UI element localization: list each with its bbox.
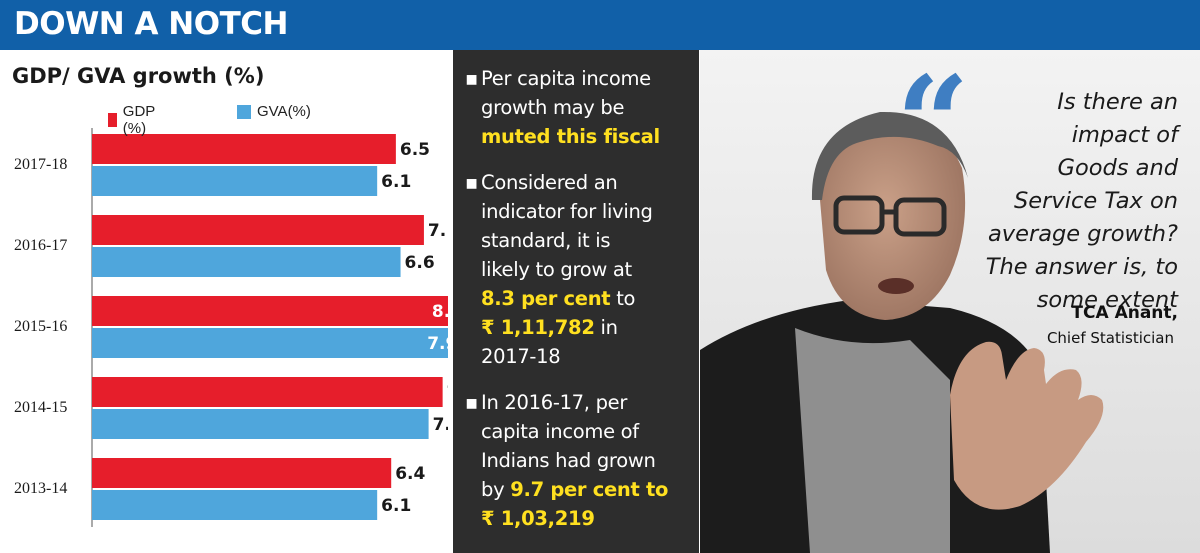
category-label: 2017-18 bbox=[14, 156, 67, 173]
bullet-line: likely to grow at bbox=[481, 258, 632, 281]
bullet-highlight: 8.3 per cent bbox=[481, 287, 611, 310]
bullet-highlight: 9.7 per cent to bbox=[510, 478, 669, 501]
bullet-mark: ▪ bbox=[465, 171, 478, 194]
quote-line: some extent bbox=[1036, 287, 1178, 313]
data-label: 6.5 bbox=[400, 140, 430, 160]
bullet-line: Indians had grown bbox=[481, 449, 656, 472]
bullet-line: Considered an bbox=[481, 171, 618, 194]
bar-chart: 2017-18 6.5 6.1 2016-17 7.1 6.6 2015-16 8.0 7.9 2… bbox=[14, 128, 448, 527]
bullet-highlight: ₹ 1,11,782 bbox=[481, 316, 595, 339]
bar-gdp bbox=[92, 377, 443, 407]
mouth-shape bbox=[878, 278, 914, 294]
quote-line: impact of bbox=[1071, 122, 1178, 148]
speaker-role: Chief Statistician bbox=[1046, 329, 1174, 347]
photo-panel: “ Is there an impact of Goods and Servic… bbox=[700, 50, 1200, 553]
bar-gva bbox=[92, 409, 429, 439]
bar-gdp bbox=[92, 296, 448, 326]
bullet-item: ▪ Per capita income growth may be muted … bbox=[465, 64, 693, 151]
quote-line: Goods and bbox=[1057, 155, 1178, 181]
category-label: 2014-15 bbox=[14, 399, 67, 416]
data-label: 7.9 bbox=[427, 334, 448, 354]
quote-line: average growth? bbox=[988, 221, 1178, 247]
bullet-line: In 2016-17, per bbox=[481, 391, 628, 414]
speaker-name: TCA Anant, bbox=[1071, 303, 1178, 323]
chart-panel: 2017-18 6.5 6.1 2016-17 7.1 6.6 2015-16 8.0 7.9 2… bbox=[0, 50, 448, 553]
data-label: 6.4 bbox=[395, 464, 425, 484]
data-label: 7.2 bbox=[433, 415, 448, 435]
legend-label-gva: GVA(%) bbox=[257, 103, 311, 120]
bullet-line: growth may be bbox=[481, 96, 625, 119]
bullet-line: capita income of bbox=[481, 420, 639, 443]
portrait-photo bbox=[700, 50, 1200, 553]
glasses-left-lens bbox=[833, 195, 885, 235]
legend-label-gdp: GDP (%) bbox=[122, 103, 156, 137]
data-label: 7.5 bbox=[447, 383, 448, 403]
bullet-item: ▪ Considered an indicator for living sta… bbox=[465, 168, 693, 371]
chart-title: GDP/ GVA growth (%) bbox=[12, 64, 265, 88]
bullet-line: standard, it is bbox=[481, 229, 611, 252]
data-label: 8.0 bbox=[432, 302, 448, 322]
bullet-item: ▪ In 2016-17, per capita income of India… bbox=[465, 388, 693, 533]
quote-icon: “ bbox=[896, 50, 970, 199]
bar-gva bbox=[92, 328, 448, 358]
category-label: 2013-14 bbox=[14, 480, 67, 497]
legend-item-gdp: GDP (%) bbox=[108, 103, 160, 137]
legend-item-gva: GVA(%) bbox=[237, 103, 311, 120]
data-label: 6.1 bbox=[381, 496, 411, 516]
legend-swatch-gva bbox=[237, 104, 251, 119]
hair-shape bbox=[811, 111, 968, 200]
quote-text: Is there an impact of Goods and Service … bbox=[978, 86, 1178, 317]
bullet-line: indicator for living bbox=[481, 200, 653, 223]
data-label: 6.1 bbox=[381, 172, 411, 192]
category-label: 2016-17 bbox=[14, 237, 67, 254]
bullet-line: 2017-18 bbox=[481, 345, 561, 368]
header-banner: DOWN A NOTCH bbox=[0, 0, 1200, 50]
quote-line: Is there an bbox=[1057, 89, 1178, 115]
bar-gva bbox=[92, 247, 401, 277]
bullet-mark: ▪ bbox=[465, 391, 478, 414]
bullet-highlight: ₹ 1,03,219 bbox=[481, 507, 595, 530]
glasses-right-lens bbox=[893, 197, 947, 237]
bullet-line-tail: in bbox=[594, 316, 618, 339]
bullet-panel: ▪ Per capita income growth may be muted … bbox=[453, 50, 699, 553]
bullet-mark: ▪ bbox=[465, 67, 478, 90]
page-title: DOWN A NOTCH bbox=[14, 6, 288, 42]
shirt-shape bbox=[795, 328, 950, 553]
bar-gva bbox=[92, 490, 378, 520]
bullet-line: Per capita income bbox=[481, 67, 651, 90]
category-label: 2015-16 bbox=[14, 318, 67, 335]
data-label: 7.1 bbox=[428, 221, 448, 241]
bar-gdp bbox=[92, 215, 424, 245]
bullet-line-head: by bbox=[481, 478, 511, 501]
quote-line: Service Tax on bbox=[1014, 188, 1178, 214]
bar-gva bbox=[92, 166, 378, 196]
face-shape bbox=[819, 119, 966, 320]
bullet-line-tail: to bbox=[610, 287, 636, 310]
bar-gdp bbox=[92, 458, 392, 488]
hand-shape bbox=[950, 341, 1104, 510]
quote-line: The answer is, to bbox=[985, 254, 1178, 280]
data-label: 6.6 bbox=[405, 253, 435, 273]
bullet-highlight: muted this fiscal bbox=[481, 125, 660, 148]
legend-swatch-gdp bbox=[108, 113, 117, 127]
bar-gdp bbox=[92, 134, 396, 164]
